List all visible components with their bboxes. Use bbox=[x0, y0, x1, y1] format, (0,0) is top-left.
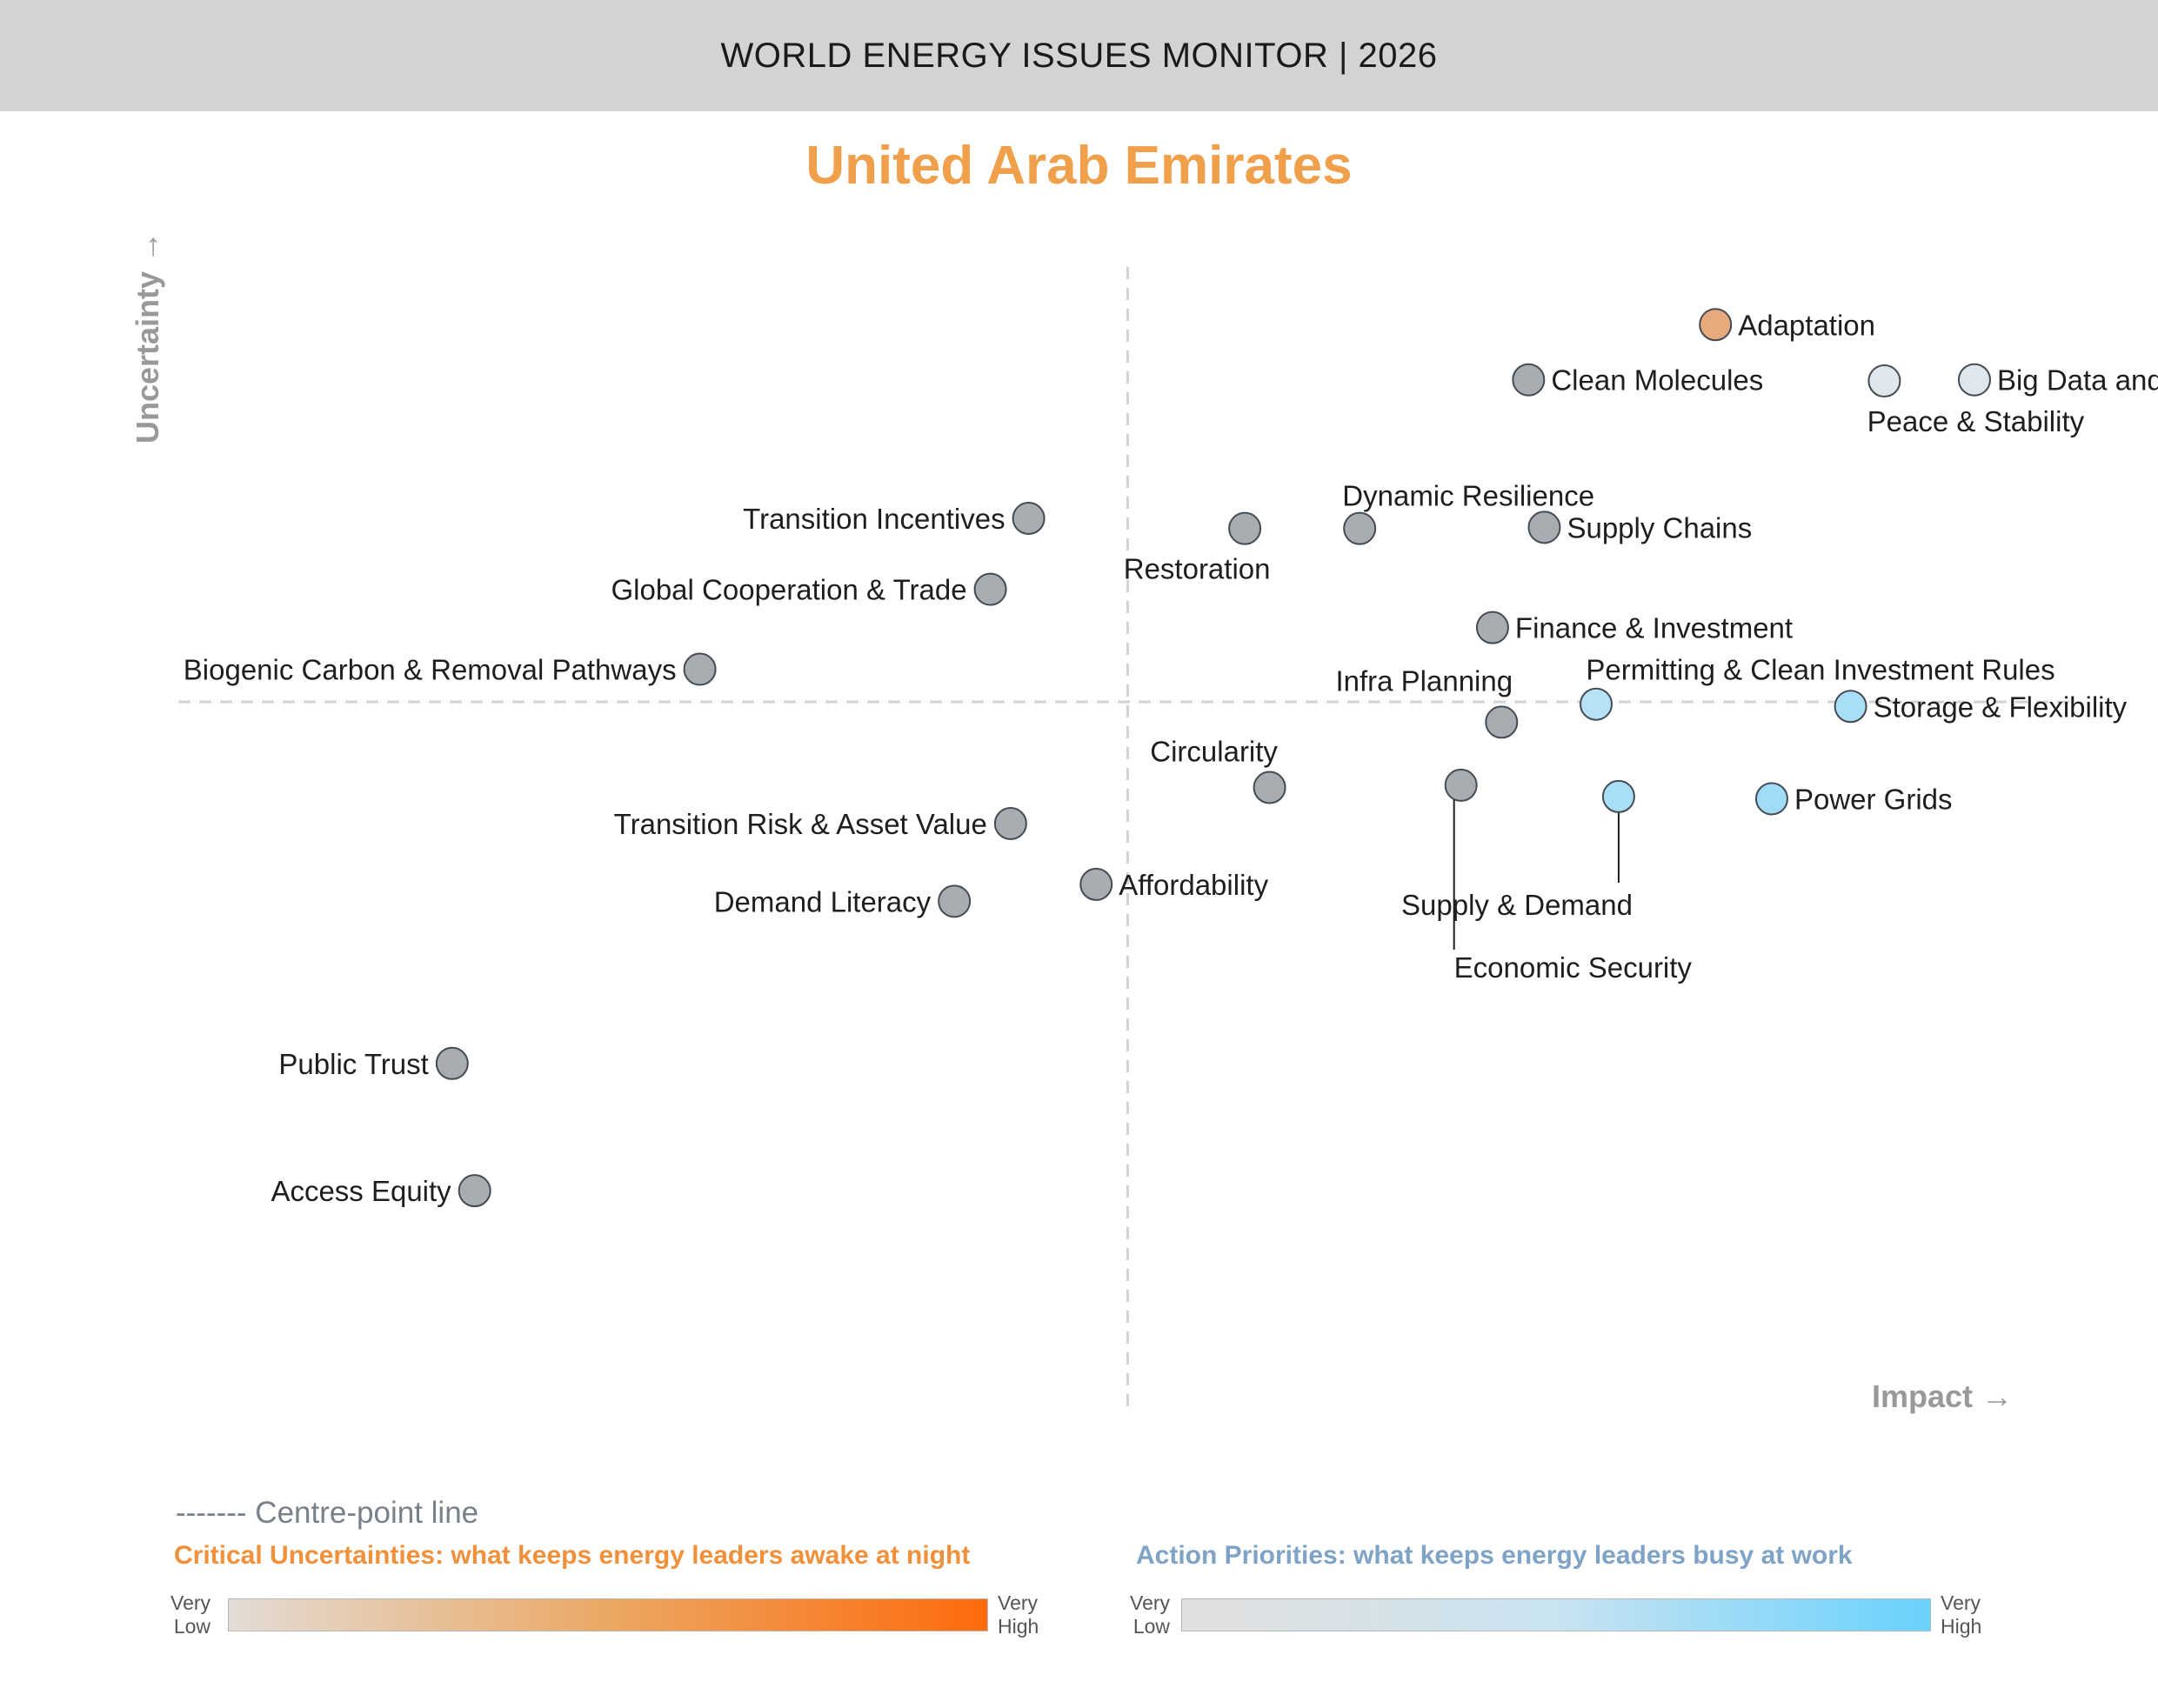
clean-molecules-point bbox=[1512, 363, 1546, 397]
priority-color-scale bbox=[1181, 1598, 1931, 1631]
orange-scale-low-line1: Very bbox=[170, 1591, 211, 1614]
clean-molecules-label: Clean Molecules bbox=[1551, 364, 1763, 397]
transition-risk-and-asset-value-label: Transition Risk & Asset Value bbox=[614, 808, 987, 840]
dynamic-resilience-point bbox=[1343, 511, 1377, 545]
economic-security-label: Economic Security bbox=[1454, 951, 1693, 984]
affordability-label: Affordability bbox=[1119, 869, 1268, 901]
storage-and-flexibility-label: Storage & Flexibility bbox=[1874, 691, 2128, 723]
supply-and-demand-label: Supply & Demand bbox=[1401, 889, 1633, 921]
access-equity-label: Access Equity bbox=[271, 1175, 451, 1207]
transition-incentives-point bbox=[1012, 502, 1046, 536]
header-bar: WORLD ENERGY ISSUES MONITOR | 2026 bbox=[0, 0, 2158, 111]
circularity-point bbox=[1253, 771, 1286, 804]
centre-point-legend: ------- Centre-point line bbox=[176, 1496, 479, 1530]
public-trust-label: Public Trust bbox=[278, 1048, 428, 1080]
blue-scale-low-line1: Very bbox=[1130, 1591, 1171, 1614]
restoration-point bbox=[1228, 511, 1262, 545]
affordability-point bbox=[1079, 867, 1113, 901]
orange-scale-low-line2: Low bbox=[173, 1615, 211, 1638]
global-cooperation-and-trade-point bbox=[973, 572, 1007, 606]
orange-scale-high-line2: High bbox=[998, 1615, 1039, 1638]
storage-and-flexibility-point bbox=[1834, 690, 1867, 724]
blue-scale-high-line1: Very bbox=[1941, 1591, 1981, 1614]
chart-title: United Arab Emirates bbox=[805, 136, 1353, 196]
blue-scale-high-label: Very High bbox=[1941, 1591, 1981, 1638]
circularity-label: Circularity bbox=[1150, 736, 1278, 768]
economic-security-point bbox=[1444, 768, 1478, 802]
big-data-and-ai-point bbox=[1957, 363, 1991, 397]
uncertainty-color-scale bbox=[228, 1598, 988, 1631]
infra-planning-point bbox=[1485, 705, 1519, 739]
infra-planning-label: Infra Planning bbox=[1335, 664, 1513, 697]
peace-and-stability-label: Peace & Stability bbox=[1867, 405, 2085, 437]
transition-incentives-label: Transition Incentives bbox=[743, 503, 1005, 535]
power-grids-point bbox=[1754, 782, 1788, 816]
power-grids-label: Power Grids bbox=[1794, 783, 1953, 815]
demand-literacy-label: Demand Literacy bbox=[714, 885, 932, 917]
permitting-and-clean-investment-rules-label: Permitting & Clean Investment Rules bbox=[1586, 654, 2054, 686]
orange-scale-high-line1: Very bbox=[998, 1591, 1039, 1614]
blue-scale-low-label: Very Low bbox=[1130, 1591, 1170, 1638]
supply-chains-label: Supply Chains bbox=[1567, 511, 1752, 544]
restoration-label: Restoration bbox=[1124, 553, 1271, 585]
finance-and-investment-point bbox=[1475, 610, 1509, 644]
big-data-and-ai-label: Big Data and AI bbox=[1997, 364, 2158, 397]
supply-chains-point bbox=[1527, 510, 1561, 544]
orange-scale-high-label: Very High bbox=[998, 1591, 1039, 1638]
global-cooperation-and-trade-label: Global Cooperation & Trade bbox=[611, 574, 966, 606]
y-axis-label: Uncertainty → bbox=[130, 231, 165, 444]
dynamic-resilience-label: Dynamic Resilience bbox=[1342, 480, 1594, 512]
header-title: WORLD ENERGY ISSUES MONITOR | 2026 bbox=[720, 36, 1438, 75]
blue-scale-high-line2: High bbox=[1941, 1615, 1982, 1638]
action-priorities-legend-title: Action Priorities: what keeps energy lea… bbox=[1136, 1541, 1853, 1570]
critical-uncertainties-legend-title: Critical Uncertainties: what keeps energ… bbox=[174, 1541, 971, 1570]
finance-and-investment-label: Finance & Investment bbox=[1515, 612, 1793, 644]
x-axis-label: Impact → bbox=[1872, 1378, 2013, 1414]
peace-and-stability-point bbox=[1867, 364, 1901, 398]
access-equity-point bbox=[458, 1174, 491, 1208]
adaptation-label: Adaptation bbox=[1738, 309, 1875, 341]
adaptation-point bbox=[1699, 308, 1733, 342]
biogenic-carbon-and-removal-pathways-point bbox=[683, 652, 717, 686]
transition-risk-and-asset-value-point bbox=[993, 806, 1027, 840]
biogenic-carbon-and-removal-pathways-label: Biogenic Carbon & Removal Pathways bbox=[184, 654, 677, 686]
supply-and-demand-point bbox=[1601, 779, 1635, 813]
permitting-and-clean-investment-rules-point bbox=[1580, 687, 1613, 721]
orange-scale-low-label: Very Low bbox=[170, 1591, 210, 1638]
issues-scatter-plot: Uncertainty → Impact → Adaptation Clean Mol… bbox=[130, 231, 2158, 1414]
demand-literacy-point bbox=[938, 884, 972, 918]
blue-scale-low-line2: Low bbox=[1132, 1615, 1171, 1638]
public-trust-point bbox=[435, 1046, 469, 1080]
